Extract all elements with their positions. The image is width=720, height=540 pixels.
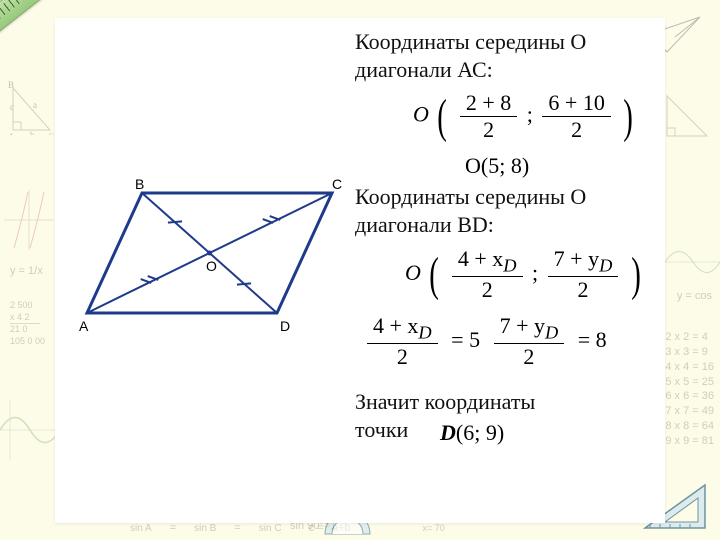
O2d2: 2 xyxy=(548,277,619,303)
O2n1: 4 + x xyxy=(458,246,503,271)
bg-t4: 6 x 6 = 36 xyxy=(665,389,714,404)
Dres: (6; 9) xyxy=(456,420,504,445)
O1d2: 2 xyxy=(542,117,610,143)
O1n1: 2 + 8 xyxy=(460,90,517,117)
svg-text:c: c xyxy=(10,102,14,112)
bg-num-1: 4 2 xyxy=(17,312,30,322)
f-sb: sin B xyxy=(188,523,222,534)
O2s2: D xyxy=(599,255,612,275)
O2-lbl: О xyxy=(405,260,421,285)
bg-t0: 2 x 2 = 4 xyxy=(665,330,714,345)
bg-yx-label: y = 1/x xyxy=(10,265,43,277)
label-A: A xyxy=(79,318,88,334)
eqe: = 8 xyxy=(578,327,607,352)
O2s1: D xyxy=(503,255,516,275)
t2: диагонали АС: xyxy=(355,57,493,82)
label-B: B xyxy=(135,176,144,192)
eqld: 2 xyxy=(367,344,438,370)
eqls: D xyxy=(418,322,431,342)
svg-text:a: a xyxy=(33,100,37,110)
svg-text:B: B xyxy=(8,80,14,90)
Dlbl: D xyxy=(440,420,456,445)
f-sa: sin A xyxy=(124,523,158,534)
bg-triangle-right xyxy=(659,88,714,143)
eqm: = 5 xyxy=(451,327,480,352)
e4: x= 70 xyxy=(423,523,445,533)
formula-eq: 4 + xD 2 = 5 7 + yD 2 = 8 xyxy=(363,313,607,370)
t5: Значит координаты xyxy=(355,389,535,414)
bg-triangle-left: A B C c b a xyxy=(8,80,58,135)
bg-t6: 8 x 8 = 64 xyxy=(665,419,714,434)
formula-O1: О ( 2 + 82 ; 6 + 102 ) xyxy=(413,90,636,143)
bg-num-3: 105 0 00 xyxy=(10,336,45,348)
eqrs: D xyxy=(545,322,558,342)
svg-text:C: C xyxy=(48,132,54,135)
bg-tan-plot xyxy=(4,190,54,250)
O2n2: 7 + y xyxy=(554,246,599,271)
O1-lbl: О xyxy=(413,102,429,127)
formula-D-result: D(6; 9) xyxy=(440,420,504,446)
bg-t7: 9 x 9 = 81 xyxy=(665,434,714,449)
t6: точки xyxy=(355,417,408,442)
bg-nums: 2 500 x 4 2 21 0 105 0 00 xyxy=(10,300,45,348)
main-card: Координаты середины О диагонали АС: О ( … xyxy=(55,18,665,523)
t3: Координаты середины О xyxy=(355,184,586,209)
eqrd: 2 xyxy=(494,344,565,370)
bg-num-2: 21 0 xyxy=(10,324,45,336)
text-line3: Координаты середины О диагонали BD: xyxy=(355,183,586,238)
bg-sine-right xyxy=(665,235,720,290)
bg-sine-left xyxy=(0,400,60,460)
O2d1: 2 xyxy=(452,277,523,303)
f-sc: sin C xyxy=(253,523,288,534)
label-C: C xyxy=(332,176,342,192)
O1n2: 6 + 10 xyxy=(542,90,610,117)
bg-mult-table: 2 x 2 = 4 3 x 3 = 9 4 x 4 = 16 5 x 5 = 2… xyxy=(665,330,714,449)
t1: Координаты середины О xyxy=(355,29,586,54)
svg-text:A: A xyxy=(8,132,15,135)
eqrn: 7 + y xyxy=(500,313,545,338)
bg-t2: 4 x 4 = 16 xyxy=(665,360,714,375)
formula-O1-result: О(5; 8) xyxy=(465,153,529,179)
eqln: 4 + x xyxy=(373,313,418,338)
bg-num-0: 2 500 xyxy=(10,300,45,312)
label-O: O xyxy=(206,258,217,274)
bg-t1: 3 x 3 = 9 xyxy=(665,345,714,360)
bg-t5: 7 x 7 = 49 xyxy=(665,404,714,419)
O1d1: 2 xyxy=(460,117,517,143)
t4: диагонали BD: xyxy=(355,212,494,237)
label-D: D xyxy=(280,318,290,334)
bg-t3: 5 x 5 = 25 xyxy=(665,375,714,390)
bg-ycos: y = cos xyxy=(677,290,712,302)
text-line1: Координаты середины О диагонали АС: xyxy=(355,28,586,83)
svg-text:b: b xyxy=(30,130,35,135)
formula-O2: О ( 4 + xD 2 ; 7 + yD 2 ) xyxy=(405,246,644,303)
